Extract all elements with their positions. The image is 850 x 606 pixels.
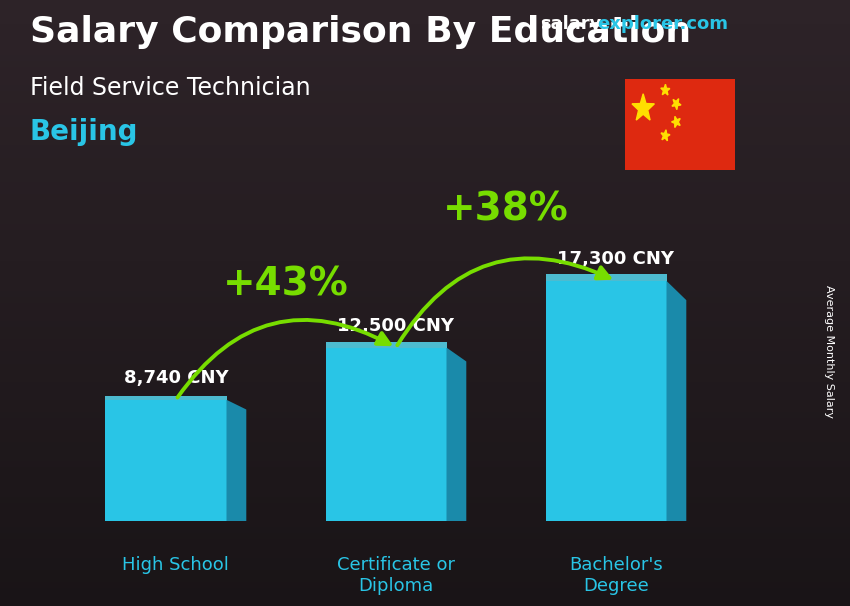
Polygon shape [446,348,467,521]
Polygon shape [672,99,681,110]
Polygon shape [666,281,686,521]
Text: Average Monthly Salary: Average Monthly Salary [824,285,834,418]
Text: 17,300 CNY: 17,300 CNY [558,250,674,268]
Polygon shape [546,274,666,281]
Text: Salary Comparison By Education: Salary Comparison By Education [30,15,691,49]
Text: Field Service Technician: Field Service Technician [30,76,310,100]
Polygon shape [105,396,226,400]
Polygon shape [660,84,670,95]
Bar [105,400,226,521]
Text: Beijing: Beijing [30,118,139,146]
FancyArrowPatch shape [397,258,609,345]
Text: 12,500 CNY: 12,500 CNY [337,317,455,335]
Text: Certificate or
Diploma: Certificate or Diploma [337,556,455,594]
Polygon shape [226,400,246,521]
Text: explorer.com: explorer.com [598,15,728,33]
Text: +38%: +38% [443,190,569,228]
Polygon shape [661,130,670,141]
Text: +43%: +43% [223,265,348,303]
Text: Bachelor's
Degree: Bachelor's Degree [569,556,663,594]
Text: High School: High School [122,556,230,574]
Text: 8,740 CNY: 8,740 CNY [123,369,228,387]
Polygon shape [326,342,446,348]
Text: salary: salary [540,15,601,33]
Polygon shape [632,94,654,120]
Polygon shape [672,116,680,127]
Bar [546,281,666,521]
FancyArrowPatch shape [178,320,389,398]
Bar [326,348,446,521]
